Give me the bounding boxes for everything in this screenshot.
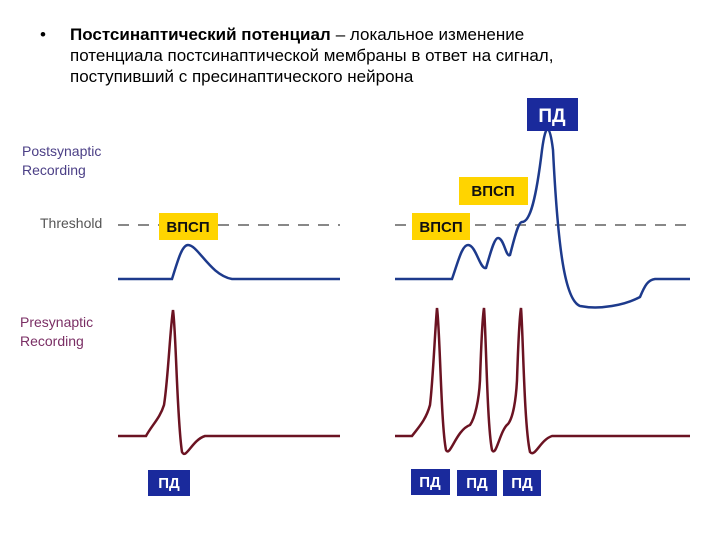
- pd-tag-box: [457, 470, 497, 496]
- pd-tag-box: [527, 98, 578, 131]
- epsp-tag: ВПСП: [471, 183, 514, 200]
- presynaptic-traces: [118, 307, 690, 456]
- summation-trace: [395, 128, 690, 309]
- epsp-tag-box: [159, 213, 218, 240]
- pd-tag: ПД: [511, 475, 533, 492]
- definition: потенциала постсинаптической мембраны в …: [70, 46, 553, 65]
- epsp-tag-box: [459, 177, 528, 205]
- side-label: Recording: [22, 162, 86, 178]
- definition: – локальное изменение: [336, 25, 524, 44]
- epsp-tag: ВПСП: [419, 219, 462, 236]
- pd-tag-box: [148, 470, 190, 496]
- definition: поступивший с пресинаптического нейрона: [70, 67, 414, 86]
- epsp-trace: [118, 243, 340, 281]
- spike-train-trace: [395, 307, 690, 455]
- term: Постсинаптический потенциал: [70, 25, 331, 44]
- spike-trace: [118, 309, 340, 456]
- side-label: Recording: [20, 333, 84, 349]
- pd-tag: ПД: [158, 475, 180, 492]
- pd-tag: ПД: [419, 474, 441, 491]
- bullet-line: Постсинаптический потенциал – локальное и…: [70, 25, 524, 44]
- side-label: Presynaptic: [20, 314, 93, 330]
- epsp-tag: ВПСП: [166, 219, 209, 236]
- pd-tag-box: [503, 470, 541, 496]
- pd-tag: ПД: [466, 475, 488, 492]
- side-label: Postsynaptic: [22, 143, 101, 159]
- postsynaptic-traces: [118, 128, 690, 309]
- tags: ПД ВПСП ВПСП ВПСП ПД ПД ПД ПД: [148, 98, 578, 496]
- bullet-mark: •: [40, 25, 46, 44]
- pd-tag-box: [411, 469, 450, 495]
- epsp-tag-box: [412, 213, 470, 240]
- pd-tag: ПД: [538, 106, 566, 127]
- side-label: Threshold: [40, 215, 102, 231]
